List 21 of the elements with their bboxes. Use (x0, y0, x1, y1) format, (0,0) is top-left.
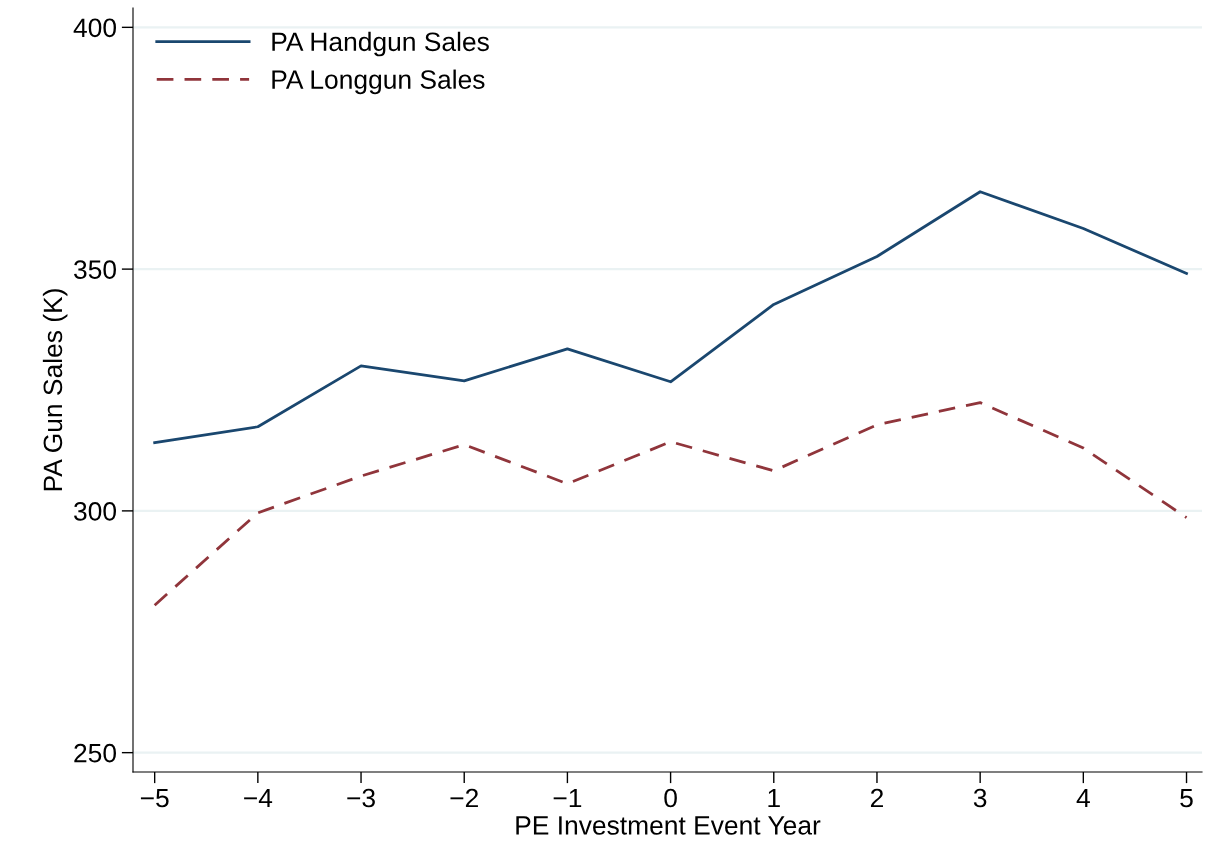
y-axis-title: PA Gun Sales (K) (42, 289, 68, 491)
legend-label: PA Longgun Sales (272, 69, 485, 95)
x-tick-label: −2 (450, 788, 478, 808)
line-series (153, 190, 1188, 445)
x-tick-label: −3 (347, 788, 375, 808)
y-tick-label: 250 (74, 743, 116, 763)
x-tick-label: 4 (1076, 788, 1090, 808)
x-tick-label: 1 (768, 788, 780, 808)
legend-label: PA Handgun Sales (272, 31, 489, 57)
y-tick-label: 350 (74, 260, 116, 279)
x-tick-label: −1 (553, 788, 582, 808)
x-tick-label: 3 (973, 788, 987, 808)
x-tick-label: −5 (140, 788, 169, 808)
x-tick-label: 2 (870, 788, 883, 808)
x-axis-title: PE Investment Event Year (516, 816, 821, 835)
y-tick-label: 400 (73, 18, 116, 38)
line-series (153, 401, 1188, 607)
y-tick-label: 300 (74, 502, 116, 521)
x-tick-label: 0 (664, 788, 677, 808)
x-tick-label: −4 (244, 788, 273, 808)
x-tick-label: 5 (1180, 788, 1193, 808)
